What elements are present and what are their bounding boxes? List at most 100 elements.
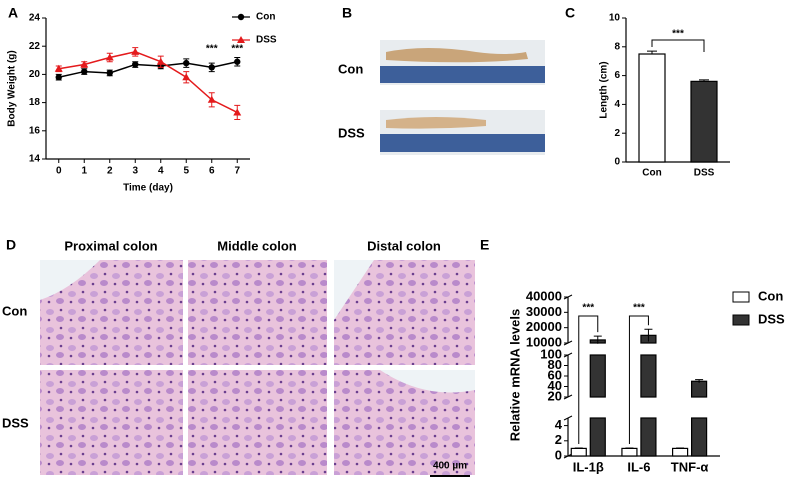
y-tick-label: 0 [614,157,620,168]
y-tick-label: 30000 [526,304,562,319]
y-tick-label: 4 [614,99,620,110]
marker [208,64,215,71]
panel-label: B [342,5,352,21]
x-tick-label: 4 [158,166,164,177]
error-bar [676,447,685,449]
y-tick-label: 80 [548,357,562,372]
legend-swatch [732,314,750,326]
bar [690,80,718,163]
marker [80,60,89,68]
error-bar [625,447,634,449]
significance: *** [206,44,218,55]
marker [131,47,140,55]
x-tick-label: IL-6 [627,459,650,474]
y-tick-label: 10 [609,13,621,24]
marker [233,108,242,116]
histology [40,260,475,477]
bar [640,354,657,398]
bar [671,447,689,457]
significance: *** [231,44,243,55]
scale-bar-label: 400 µm [433,461,467,472]
bar [589,417,606,457]
data-line [58,51,238,114]
error-bar [593,335,602,344]
marker [54,64,63,72]
y-tick-label: 20000 [526,319,562,334]
x-tick-label: 7 [234,166,240,177]
y-tick-label: 20 [548,388,562,403]
x-tick-label: Con [642,168,661,179]
significance-bracket [628,315,649,445]
bar [621,447,638,457]
bar [570,447,587,457]
bar [690,417,708,457]
bar [638,53,666,163]
panel-label: A [8,5,18,21]
y-axis-label: Body Weight (g) [7,50,18,126]
y-tick-label: 2 [614,128,620,139]
marker [106,69,113,77]
error-bar [574,447,583,449]
y-tick-label: 8 [614,41,620,52]
y-tick-label: 10000 [526,334,562,349]
marker [234,58,241,65]
y-tick-label: 4 [555,417,563,432]
x-tick-label: 1 [81,166,87,177]
y-tick-label: 0 [555,447,562,462]
y-axis-label: Relative mRNA levels [507,309,522,441]
marker [207,95,216,103]
x-axis-label: Time (day) [123,183,173,194]
column-label: Distal colon [367,238,441,253]
photo-con [380,40,545,85]
x-tick-label: TNF-α [671,459,709,474]
y-tick-label: 6 [614,70,620,81]
legend-marker [237,13,245,21]
x-tick-label: 6 [209,166,215,177]
panel-label: D [6,237,16,253]
significance-bracket [651,39,705,52]
marker [182,73,191,81]
y-tick-label: 40000 [526,288,562,303]
column-label: Middle colon [217,238,297,253]
y-tick-label: 14 [29,154,41,165]
y-tick-label: 2 [555,432,562,447]
x-tick-label: 0 [56,166,62,177]
legend-label: Con [256,12,275,23]
legend-label: Con [758,288,783,303]
y-tick-label: 18 [29,97,41,108]
marker [105,53,114,61]
x-tick-label: 2 [107,166,113,177]
bar [589,354,606,398]
y-tick-label: 20 [29,69,41,80]
error-bar [644,328,653,342]
row-label: DSS [338,125,365,140]
data-line [58,60,238,78]
x-tick-label: DSS [694,168,715,179]
y-tick-label: 40 [548,378,562,393]
x-tick-label: 3 [132,166,138,177]
marker [55,74,62,81]
panel-label: E [480,237,489,253]
significance: *** [672,29,684,40]
row-label: DSS [2,415,29,430]
significance: *** [633,303,645,314]
marker [156,57,165,65]
legend-label: DSS [758,311,785,326]
marker [81,68,88,75]
column-label: Proximal colon [64,238,157,253]
significance-bracket [578,315,599,445]
row-label: Con [2,303,27,318]
panel-label: C [565,5,575,21]
y-axis-label: Length (cm) [599,61,610,118]
y-tick-label: 16 [29,125,41,136]
legend-label: DSS [256,35,277,46]
x-tick-label: IL-1β [573,459,604,474]
row-label: Con [338,61,363,76]
photo-dss [380,110,545,155]
significance: *** [582,303,594,314]
y-tick-label: 100 [540,346,562,361]
marker [183,59,190,67]
error-bar [695,379,704,383]
legend-swatch [732,291,750,303]
